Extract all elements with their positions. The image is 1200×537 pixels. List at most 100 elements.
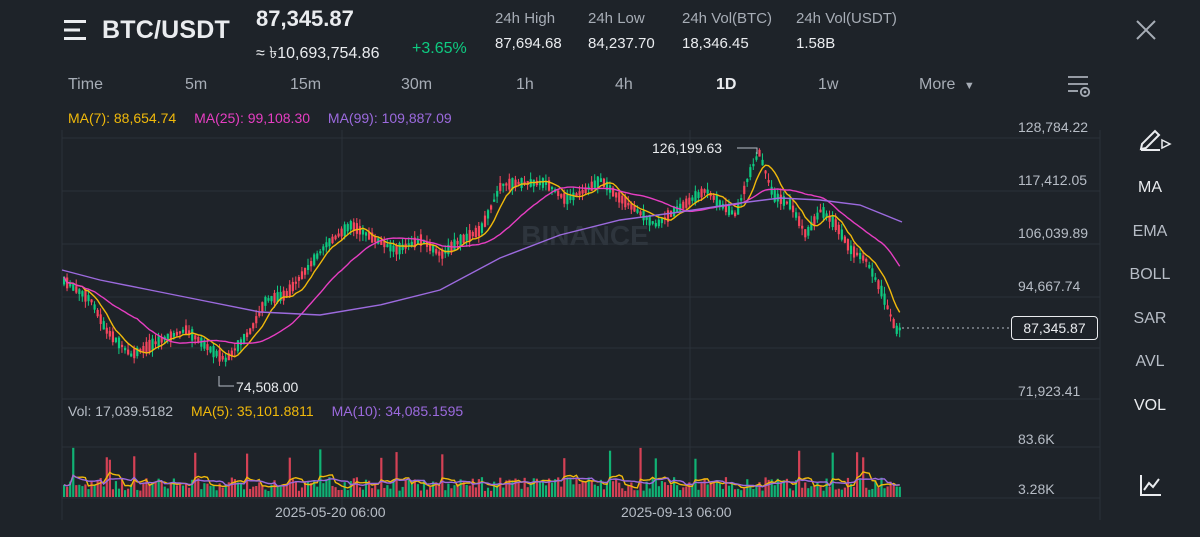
volume-bar [316,486,319,497]
volume-bar [285,483,288,497]
tab-5m[interactable]: 5m [185,76,208,93]
volume-bar [160,481,163,497]
volume-bar [252,486,255,497]
candle-body [288,284,291,297]
menu-icon[interactable] [64,19,90,41]
volume-bar [843,487,846,497]
candle-body [688,197,691,205]
tab-time[interactable]: Time [68,76,103,93]
stat-24h-vol-usdt: 24h Vol(USDT) 1.58B [796,10,897,52]
volume-legend: Vol: 17,039.5182 MA(5): 35,101.8811 MA(1… [68,403,477,419]
volume-bar [178,484,182,497]
volume-bar [352,478,355,497]
candle-body [221,355,224,360]
volume-ma-lines [63,471,900,489]
candle-body [294,281,297,284]
candle-body [383,241,386,248]
volume-bar [547,478,551,497]
tab-4h[interactable]: 4h [615,76,633,93]
volume-bar [877,487,880,497]
volume-bar [401,486,404,497]
candle-body [72,283,75,291]
volume-bar [200,489,203,497]
volume-bar [343,482,346,497]
indicator-ema[interactable]: EMA [1132,223,1168,240]
candle-body [755,156,758,160]
volume-bar [746,479,749,497]
stat-24h-vol-btc: 24h Vol(BTC) 18,346.45 [682,10,772,52]
volume-bar [834,489,837,497]
volume-bar [685,486,688,497]
ma25-value: MA(25): 99,108.30 [194,110,311,126]
volume-bar [239,482,243,497]
volume-bar [404,480,407,497]
candle-body [514,179,517,188]
tab-1w[interactable]: 1w [818,76,839,93]
candle-body [685,198,688,208]
volume-bar [654,458,657,497]
tab-more[interactable]: More ▼ [919,76,975,94]
volume-bar [471,478,474,497]
price-axis-label: 128,784.22 [1018,119,1089,135]
draw-tool-icon[interactable] [1138,122,1172,152]
volume-bar [544,485,548,497]
volume-bar [410,481,413,497]
volume-bar [718,483,721,497]
volume-bar [602,489,606,497]
volume-bar [496,483,499,497]
volume-bar [407,479,410,497]
volume-bar [593,484,596,497]
volume-bar [386,485,389,497]
close-icon[interactable] [1134,18,1158,42]
vol-ma5-value: MA(5): 35,101.8811 [191,403,314,419]
volume-bar [886,486,889,497]
tab-15m[interactable]: 15m [290,76,322,93]
indicator-chart-icon[interactable] [1139,473,1163,497]
low-annotation: 74,508.00 [236,379,299,395]
volume-bar [538,480,541,497]
volume-bar [608,450,612,497]
candle-body [660,218,663,224]
volume-bar [596,486,599,497]
pair-title[interactable]: BTC/USDT [102,16,230,44]
tab-1d[interactable]: 1D [716,76,737,93]
candle-body [340,228,343,237]
volume-bar [114,481,118,497]
candle-body [63,276,66,285]
candle-body [758,149,761,157]
volume-bar [383,487,386,497]
indicator-ma[interactable]: MA [1138,179,1162,196]
volume-bar [364,479,368,497]
candle-body [673,206,676,217]
candle-body [239,339,243,345]
indicator-vol[interactable]: VOL [1133,397,1166,414]
candle-body [249,328,252,334]
candle-body [645,215,648,220]
tab-30m[interactable]: 30m [401,76,433,93]
candle-body [197,336,200,343]
candle-body [798,216,801,226]
volume-bar [267,490,270,497]
volume-bar [413,479,416,497]
candle-body [130,353,133,357]
volume-bar [380,457,383,497]
chart-settings-icon[interactable] [1066,73,1092,99]
volume-bar [679,490,682,497]
candle-body [849,245,853,255]
tab-1h[interactable]: 1h [516,76,534,93]
stat-value: 87,694.68 [495,35,562,52]
volume-bar [233,479,236,497]
indicator-avl[interactable]: AVL [1135,353,1165,370]
candle-body [691,197,694,201]
volume-bar [624,490,627,497]
volume-bar [218,483,221,497]
indicator-sar[interactable]: SAR [1133,310,1167,327]
candle-body [517,181,520,185]
volume-bar [87,489,90,497]
candle-body [843,236,846,243]
candle-body [697,192,700,199]
indicator-boll[interactable]: BOLL [1129,266,1171,283]
candle-body [801,225,804,229]
volume-bar [215,490,218,497]
